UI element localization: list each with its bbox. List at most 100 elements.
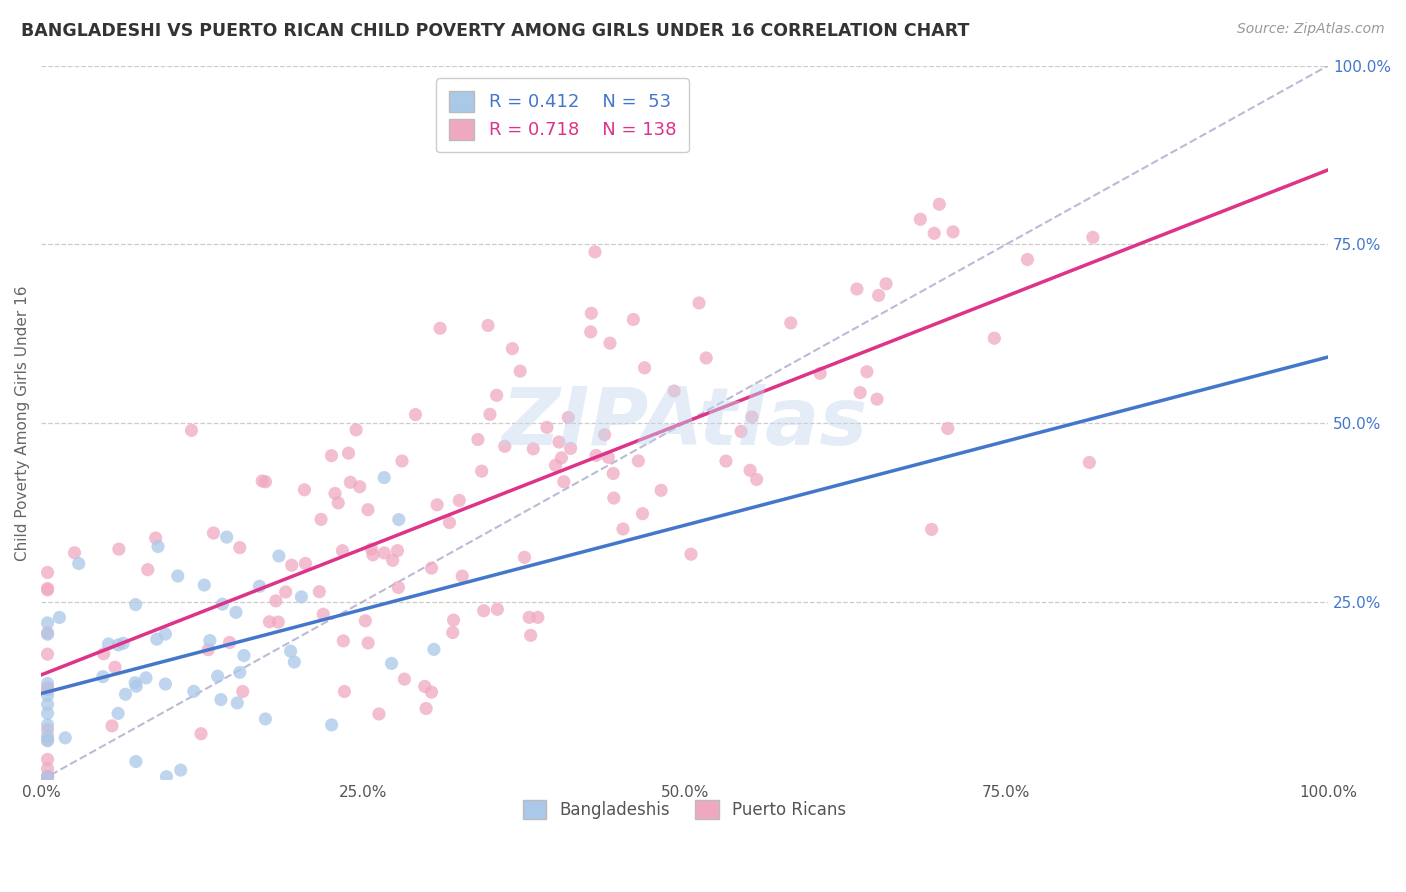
Point (37, 698, 59, 712)
Point (37, 718, 59, 732)
Point (112, 636, 135, 650)
Point (97, 637, 120, 651)
Point (472, 604, 495, 618)
Point (875, 277, 897, 291)
Point (471, 464, 494, 478)
Point (37, 770, 59, 784)
Point (93, 647, 115, 661)
Point (37, 682, 59, 697)
Point (544, 458, 567, 473)
Text: BANGLADESHI VS PUERTO RICAN CHILD POVERTY AMONG GIRLS UNDER 16 CORRELATION CHART: BANGLADESHI VS PUERTO RICAN CHILD POVERT… (21, 22, 970, 40)
Point (560, 442, 582, 456)
Point (312, 607, 335, 622)
Point (593, 427, 616, 442)
Point (486, 602, 509, 616)
Point (37, 566, 59, 580)
Point (1078, 455, 1101, 469)
Point (197, 642, 219, 657)
Point (741, 409, 763, 424)
Point (155, 677, 177, 691)
Point (856, 365, 879, 379)
Point (155, 770, 177, 784)
Point (321, 718, 343, 732)
Point (226, 696, 249, 710)
Point (91, 670, 114, 684)
Point (730, 425, 752, 439)
Point (37, 733, 59, 747)
Point (67, 557, 90, 571)
Point (439, 516, 461, 530)
Point (420, 685, 443, 699)
Point (332, 634, 354, 648)
Point (114, 687, 136, 701)
Point (583, 244, 606, 259)
Point (849, 385, 872, 400)
Point (229, 541, 252, 555)
Point (267, 615, 290, 629)
Point (328, 496, 350, 510)
Point (391, 454, 413, 468)
Point (745, 473, 768, 487)
Point (477, 318, 499, 333)
Point (738, 463, 761, 477)
Point (37, 615, 59, 630)
Point (339, 475, 361, 490)
Point (602, 467, 624, 481)
Point (1017, 252, 1039, 267)
Point (321, 449, 343, 463)
Point (218, 635, 240, 649)
Point (166, 569, 188, 583)
Point (650, 483, 672, 498)
Point (688, 296, 710, 310)
Point (808, 367, 831, 381)
Point (274, 585, 297, 599)
Point (983, 331, 1005, 345)
Point (198, 633, 221, 648)
Point (631, 507, 654, 521)
Point (612, 522, 634, 536)
Point (37, 626, 59, 640)
Point (108, 542, 131, 557)
Point (290, 590, 312, 604)
Point (53, 731, 76, 745)
Point (125, 755, 148, 769)
Point (308, 584, 330, 599)
Point (37, 676, 59, 690)
Point (146, 632, 169, 647)
Point (323, 486, 346, 500)
Point (557, 410, 579, 425)
Point (868, 288, 890, 302)
Point (37, 770, 59, 784)
Point (845, 282, 868, 296)
Y-axis label: Child Poverty Among Girls Under 16: Child Poverty Among Girls Under 16 (15, 285, 30, 561)
Point (294, 483, 316, 497)
Point (627, 454, 650, 468)
Point (679, 547, 702, 561)
Point (361, 548, 384, 562)
Point (37, 752, 59, 766)
Point (519, 628, 541, 642)
Point (368, 706, 391, 721)
Point (37, 762, 59, 776)
Point (190, 727, 212, 741)
Point (283, 655, 305, 669)
Point (37, 688, 59, 702)
Point (183, 684, 205, 698)
Point (603, 491, 626, 505)
Point (513, 550, 536, 565)
Point (104, 660, 127, 674)
Point (215, 530, 238, 544)
Point (332, 543, 354, 558)
Point (357, 502, 380, 516)
Point (522, 442, 544, 456)
Point (232, 648, 254, 663)
Point (48, 610, 70, 624)
Point (37, 582, 59, 596)
Point (373, 470, 395, 484)
Point (621, 312, 644, 326)
Point (264, 594, 287, 608)
Point (633, 360, 655, 375)
Point (37, 770, 59, 784)
Point (443, 613, 465, 627)
Point (37, 647, 59, 661)
